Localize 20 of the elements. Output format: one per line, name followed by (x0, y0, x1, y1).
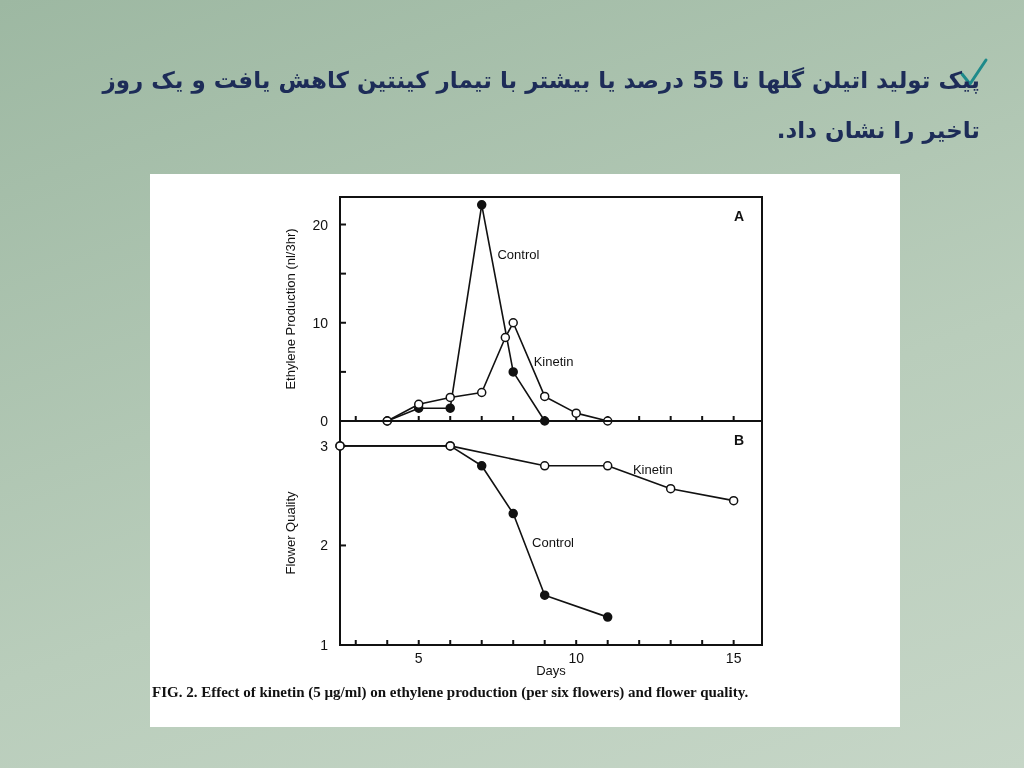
y-tick-label: 2 (320, 537, 329, 554)
x-tick-label: 15 (725, 650, 742, 666)
caption: FIG. 2. Effect of kinetin (5 µg/ml) on ethylene production (per six flowers) and flower quality. (152, 683, 750, 701)
x-tick-label: 10 (568, 650, 585, 666)
y-tick-label: 10 (312, 314, 329, 331)
annotation: Control (497, 246, 540, 262)
annotation: Kinetin (533, 353, 574, 369)
y-tick-label: 20 (312, 216, 329, 233)
chart-title: پیک تولید اتیلن گلها تا 55 درصد یا بیشتر با تیمار کینتین کاهش یافت و یک روز تاخیر را نشان داد. (100, 66, 980, 146)
x-tick-label: 5 (414, 650, 423, 666)
annotation: Control (532, 535, 575, 551)
y-axis-title: Ethylene Production (nl/3hr) (283, 228, 298, 390)
y-tick-label: 0 (320, 413, 329, 429)
annotation: B (733, 432, 744, 448)
y-tick-label: 3 (320, 437, 329, 454)
annotation: A (733, 208, 744, 224)
x-axis-title: Days (536, 663, 567, 678)
annotation: Kinetin (632, 461, 673, 477)
y-tick-label: 1 (320, 637, 329, 653)
y-axis-title: Flower Quality (283, 490, 298, 575)
